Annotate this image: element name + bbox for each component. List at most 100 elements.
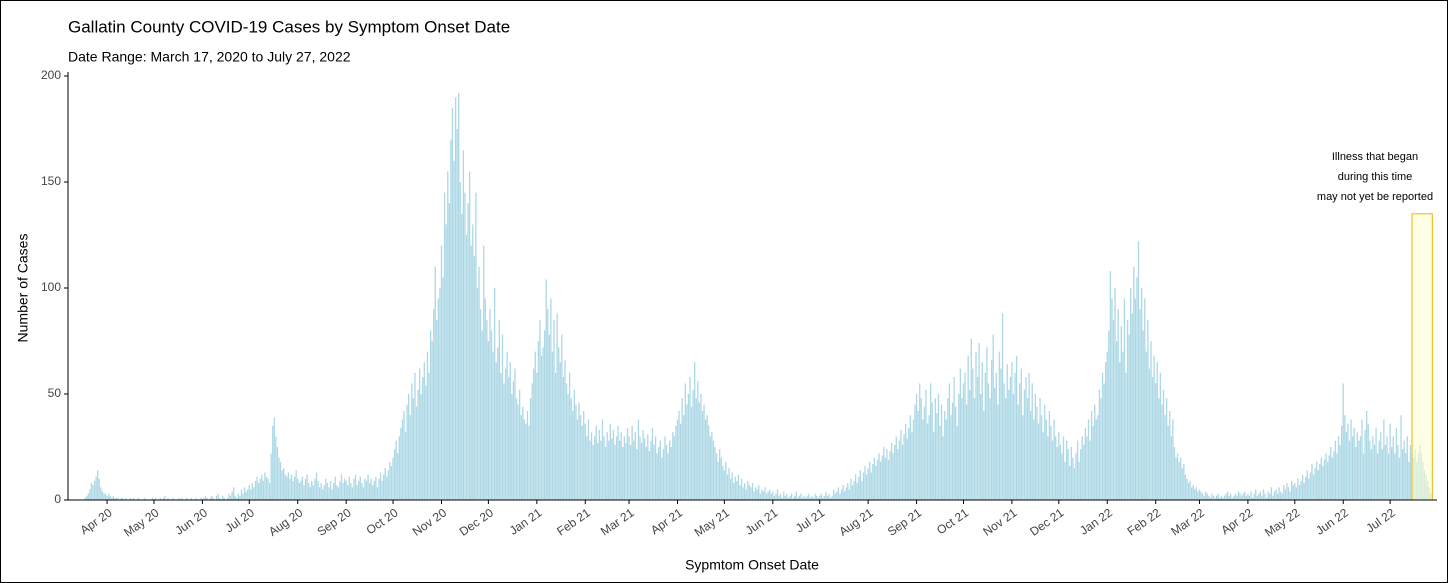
bar	[623, 436, 626, 500]
bar	[828, 493, 830, 500]
bar	[762, 491, 765, 500]
bar	[940, 404, 943, 500]
bar	[683, 415, 685, 500]
bar	[515, 398, 518, 500]
bar	[1009, 377, 1012, 500]
bar	[651, 427, 654, 500]
bar	[729, 478, 732, 500]
bar	[387, 470, 390, 500]
bar	[1108, 330, 1110, 500]
bar	[423, 362, 425, 500]
bar	[295, 470, 297, 500]
bar	[704, 419, 707, 500]
bar	[440, 245, 443, 500]
bar	[326, 483, 329, 500]
bar	[981, 362, 983, 500]
bar	[1055, 436, 1057, 500]
bar	[378, 478, 380, 500]
bar	[592, 444, 594, 500]
bar	[1159, 372, 1162, 500]
bar	[825, 491, 827, 500]
bar	[606, 432, 608, 500]
bar	[945, 419, 947, 500]
bar	[372, 485, 374, 500]
bar	[1103, 383, 1105, 500]
bar	[747, 480, 749, 500]
bar	[845, 487, 847, 500]
bar	[253, 487, 255, 500]
bar	[231, 491, 233, 500]
bar	[500, 372, 502, 500]
bar	[536, 372, 538, 500]
bar	[969, 389, 971, 500]
bar	[129, 497, 132, 500]
bar	[520, 415, 522, 500]
bar	[328, 487, 330, 500]
bar	[665, 444, 668, 500]
bar	[503, 383, 505, 500]
bar	[679, 423, 682, 500]
bar	[576, 419, 579, 500]
bar	[675, 425, 677, 500]
bar	[125, 497, 127, 500]
bar	[689, 377, 691, 500]
bar	[436, 319, 438, 500]
bar	[245, 491, 247, 500]
bar	[900, 430, 902, 500]
bar	[672, 432, 674, 500]
bar	[403, 410, 405, 500]
bar	[1030, 410, 1032, 500]
bar	[112, 495, 114, 500]
bar	[447, 171, 449, 500]
bar	[459, 182, 461, 500]
bar	[611, 438, 613, 500]
bar	[614, 444, 616, 500]
bar	[398, 436, 400, 500]
bar	[1173, 447, 1176, 500]
bar	[731, 472, 733, 500]
bar	[879, 461, 882, 500]
bar	[1311, 463, 1313, 500]
bar	[1320, 457, 1323, 500]
bar	[531, 383, 533, 500]
bar	[815, 495, 818, 500]
bar	[1175, 457, 1177, 500]
bar	[287, 472, 290, 500]
bar	[1339, 444, 1341, 500]
bar	[1080, 449, 1082, 500]
bar	[439, 288, 441, 500]
bar	[581, 425, 583, 500]
bar	[386, 476, 388, 500]
bar	[775, 493, 777, 500]
bar	[226, 497, 229, 500]
bar	[809, 497, 811, 500]
bar	[467, 203, 469, 500]
bar	[237, 493, 239, 500]
bar	[1306, 470, 1308, 500]
bar	[1305, 476, 1307, 500]
bar	[903, 434, 905, 500]
bar	[356, 485, 358, 500]
bar	[1169, 410, 1171, 500]
bar	[261, 474, 263, 500]
bar	[765, 493, 768, 500]
bar	[1211, 493, 1213, 500]
bar	[340, 474, 343, 500]
bar	[1167, 425, 1169, 500]
bar	[1239, 493, 1241, 500]
bar	[1234, 493, 1237, 500]
bar	[404, 432, 407, 500]
bar	[311, 480, 313, 500]
bar	[409, 415, 411, 500]
bar	[889, 451, 891, 500]
bar	[537, 341, 540, 500]
bar	[1248, 495, 1251, 500]
bar	[451, 107, 454, 501]
bar	[343, 478, 346, 500]
bar	[465, 235, 468, 500]
bar	[1151, 377, 1154, 500]
bar	[1391, 447, 1393, 500]
bar	[797, 497, 799, 500]
bar	[711, 432, 713, 500]
bar	[458, 92, 460, 501]
